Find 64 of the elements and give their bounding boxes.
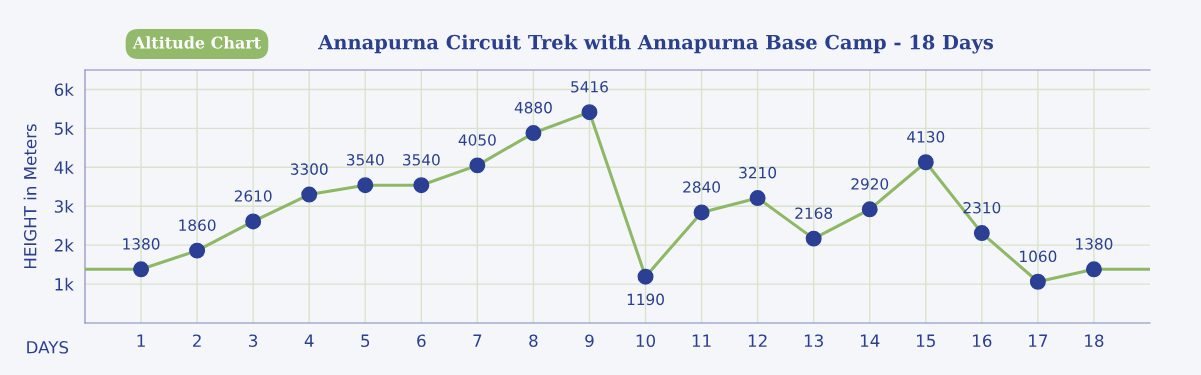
x-tick-label: 8 bbox=[529, 334, 538, 348]
x-tick-label: 9 bbox=[585, 334, 594, 348]
data-label: 5416 bbox=[571, 81, 608, 93]
point bbox=[245, 213, 262, 230]
point bbox=[1085, 261, 1102, 278]
x-tick-label: 17 bbox=[1029, 334, 1048, 347]
chart-subtitle: Altitude Chart bbox=[132, 36, 262, 49]
data-label: 1380 bbox=[1076, 238, 1113, 250]
chart-title: Annapurna Circuit Trek with Annapurna Base Camp - 18 Days bbox=[318, 34, 994, 54]
data-label: 4130 bbox=[907, 131, 945, 143]
data-label: 4880 bbox=[514, 101, 552, 114]
x-tick-label: 13 bbox=[804, 334, 823, 348]
data-label: 1190 bbox=[627, 293, 664, 306]
data-label: 4050 bbox=[458, 134, 496, 146]
point bbox=[357, 177, 374, 194]
y-tick-label: 1k bbox=[55, 277, 74, 291]
point bbox=[637, 268, 654, 285]
y-tick-label: 6k bbox=[54, 83, 74, 97]
point bbox=[525, 125, 542, 142]
x-tick-label: 2 bbox=[193, 334, 201, 347]
y-tick-label: 3k bbox=[54, 199, 74, 213]
point bbox=[693, 204, 710, 221]
point bbox=[1029, 273, 1046, 290]
y-tick-label: 2k bbox=[54, 238, 74, 252]
y-tick-label: 4k bbox=[54, 160, 74, 174]
x-tick-label: 18 bbox=[1085, 334, 1104, 348]
point bbox=[413, 177, 430, 194]
data-label: 2310 bbox=[963, 201, 1001, 214]
y-axis-title: HEIGHT in Meters bbox=[23, 124, 37, 269]
data-label: 2840 bbox=[683, 181, 720, 193]
point bbox=[917, 154, 934, 171]
data-label: 1060 bbox=[1020, 250, 1057, 263]
x-tick-label: 11 bbox=[692, 334, 711, 347]
x-tick-label: 1 bbox=[137, 334, 145, 347]
x-tick-label: 6 bbox=[417, 334, 426, 348]
data-label: 2610 bbox=[234, 190, 272, 202]
x-tick-label: 14 bbox=[860, 334, 880, 347]
x-tick-label: 3 bbox=[249, 334, 258, 348]
y-tick-label: 5k bbox=[54, 122, 74, 135]
x-tick-label: 10 bbox=[636, 334, 656, 348]
x-axis-title: DAYS bbox=[27, 341, 69, 354]
point bbox=[469, 157, 486, 174]
data-label: 1380 bbox=[123, 238, 160, 250]
point bbox=[805, 230, 822, 247]
x-tick-label: 4 bbox=[304, 334, 314, 347]
point bbox=[973, 225, 990, 242]
x-tick-label: 5 bbox=[361, 334, 370, 348]
point bbox=[189, 242, 206, 259]
x-tick-label: 15 bbox=[917, 334, 935, 348]
data-label: 2168 bbox=[795, 207, 833, 219]
x-tick-label: 16 bbox=[973, 334, 992, 348]
data-label: 3540 bbox=[403, 154, 440, 166]
data-label: 3300 bbox=[290, 163, 328, 175]
x-tick-label: 12 bbox=[748, 334, 767, 347]
point bbox=[749, 190, 766, 207]
point bbox=[301, 186, 318, 203]
point bbox=[581, 104, 598, 121]
data-label: 3210 bbox=[739, 166, 777, 179]
data-label: 2920 bbox=[851, 178, 889, 190]
data-label: 1860 bbox=[179, 219, 216, 231]
point bbox=[133, 261, 150, 278]
data-label: 3540 bbox=[346, 154, 384, 166]
x-tick-label: 7 bbox=[473, 334, 482, 347]
point bbox=[861, 201, 878, 218]
